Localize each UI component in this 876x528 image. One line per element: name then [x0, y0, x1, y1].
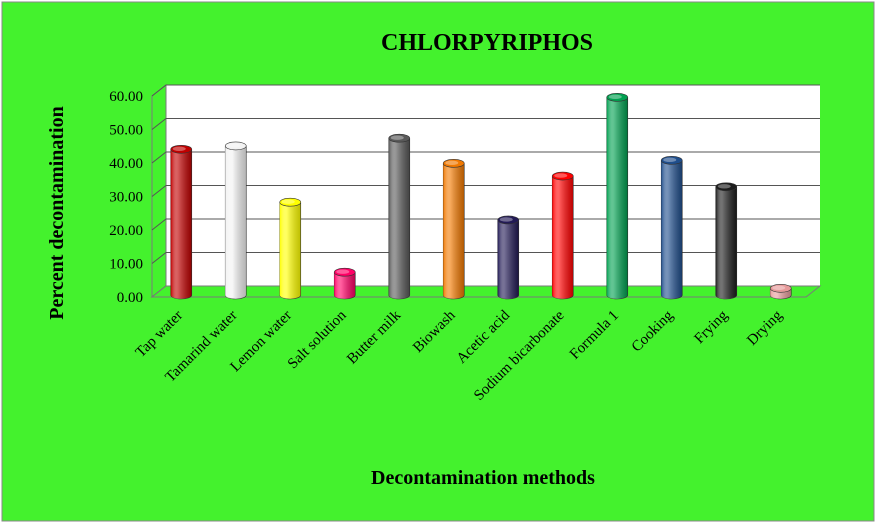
bar-tamarind-water [224, 141, 247, 300]
gridline [151, 185, 820, 197]
y-tick-label: 0.00 [117, 290, 143, 306]
bar-tap-water [170, 144, 193, 300]
y-tick-label: 20.00 [109, 223, 143, 239]
bar-lemon-water [279, 197, 302, 300]
y-tick-label: 40.00 [109, 156, 143, 172]
y-axis-title: Percent decontamination [46, 106, 68, 320]
y-tick-labels: 0.00 10.00 20.00 30.00 40.00 50.00 60.00 [109, 89, 143, 306]
y-tick-label: 30.00 [109, 190, 143, 206]
y-tick-label: 50.00 [109, 123, 143, 139]
bar-drying [769, 283, 792, 300]
chart-title: CHLORPYRIPHOS [381, 30, 593, 56]
bar-sodium-bicarbonate [551, 171, 574, 300]
gridline [151, 118, 820, 130]
gridlines [151, 84, 820, 298]
y-tick-label: 10.00 [109, 257, 143, 273]
gridline [151, 252, 820, 264]
bar-frying [715, 182, 738, 300]
bar-cooking [660, 156, 683, 300]
x-axis-title: Decontamination methods [371, 467, 595, 489]
bar-acetic-acid [497, 215, 520, 300]
gridline [151, 151, 820, 164]
y-tick-label: 60.00 [109, 89, 143, 105]
bar-biowash [442, 159, 465, 300]
gridline [151, 84, 820, 97]
bar-butter-milk [388, 133, 411, 300]
plot-floor [150, 285, 822, 298]
bar-salt-solution [333, 267, 356, 300]
bars [170, 93, 792, 300]
gridline [151, 218, 820, 231]
bar-formula-1 [606, 93, 629, 300]
